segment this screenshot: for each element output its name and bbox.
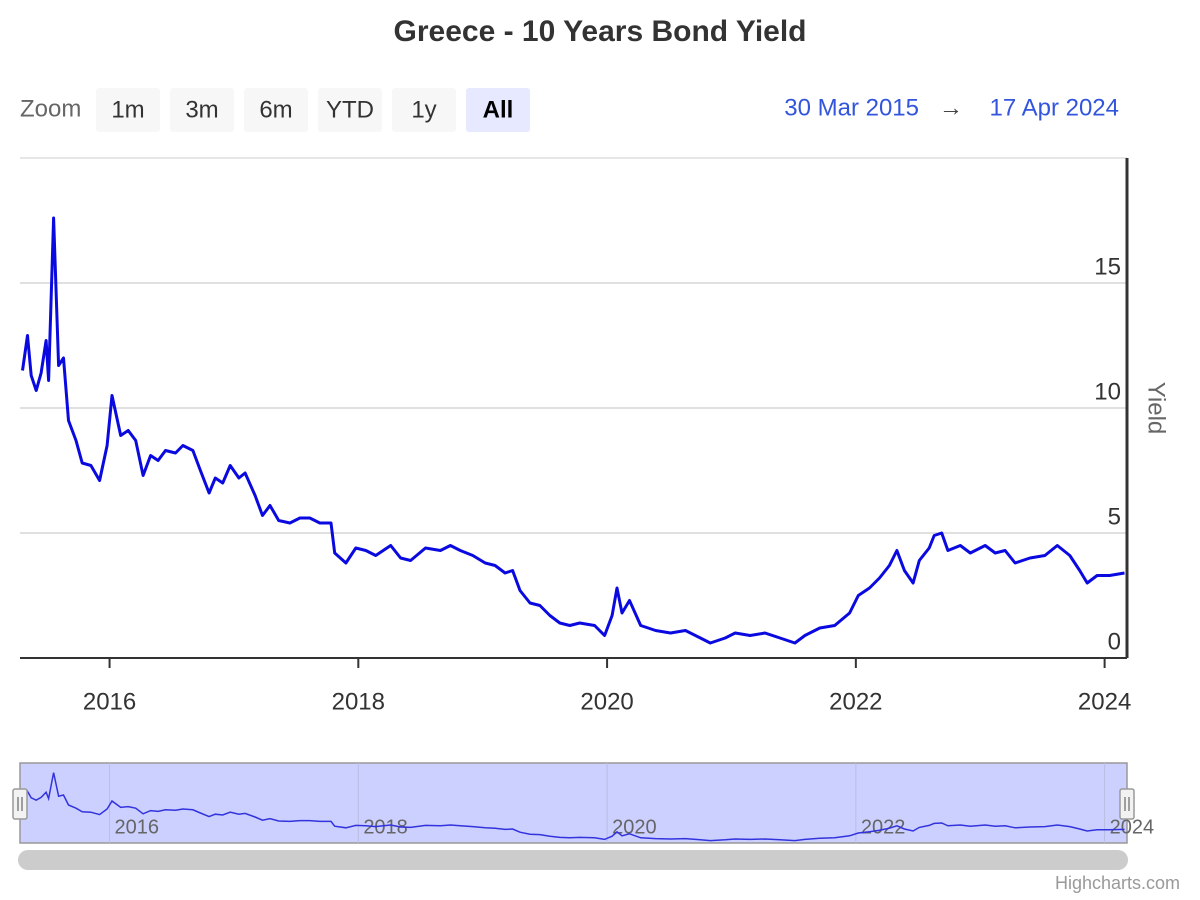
zoom-button-label[interactable]: 1y xyxy=(411,96,436,123)
navigator-handle[interactable] xyxy=(1119,788,1135,820)
zoom-button[interactable] xyxy=(170,88,234,132)
zoom-button-label[interactable]: YTD xyxy=(326,96,374,123)
navigator-mask xyxy=(19,762,1128,844)
x-tick-label: 2020 xyxy=(580,688,633,715)
navigator-tick-label: 2018 xyxy=(363,816,408,838)
zoom-button[interactable] xyxy=(466,88,530,132)
y-tick-label: 5 xyxy=(1108,503,1121,530)
zoom-button-label[interactable]: 1m xyxy=(111,96,144,123)
zoom-button-label[interactable]: 6m xyxy=(259,96,292,123)
zoom-button-label[interactable]: All xyxy=(483,96,514,123)
navigator-line xyxy=(21,772,1125,842)
range-from: 30 Mar 2015 xyxy=(784,94,919,121)
zoom-button[interactable] xyxy=(318,88,382,132)
x-tick-label: 2016 xyxy=(83,688,136,715)
y-axis-title: Yield xyxy=(1143,382,1170,434)
scrollbar[interactable] xyxy=(18,850,1128,870)
zoom-label: Zoom xyxy=(20,95,81,122)
zoom-button[interactable] xyxy=(96,88,160,132)
zoom-button-label[interactable]: 3m xyxy=(185,96,218,123)
navigator-tick-label: 2016 xyxy=(115,816,160,838)
navigator-tick-label: 2022 xyxy=(861,816,906,838)
y-tick-label: 15 xyxy=(1094,253,1121,280)
x-tick-label: 2024 xyxy=(1078,688,1131,715)
data-line xyxy=(21,216,1125,645)
y-tick-label: 0 xyxy=(1108,628,1121,655)
range-to: 17 Apr 2024 xyxy=(990,94,1119,121)
chart-title: Greece - 10 Years Bond Yield xyxy=(394,15,807,48)
zoom-button[interactable] xyxy=(392,88,456,132)
y-tick-label: 10 xyxy=(1094,378,1121,405)
navigator-handle[interactable] xyxy=(12,788,28,820)
navigator-tick-label: 2024 xyxy=(1110,816,1155,838)
x-tick-label: 2018 xyxy=(332,688,385,715)
zoom-button[interactable] xyxy=(244,88,308,132)
x-tick-label: 2022 xyxy=(829,688,882,715)
credits[interactable]: Highcharts.com xyxy=(1055,873,1180,893)
navigator-tick-label: 2020 xyxy=(612,816,657,838)
range-separator: → xyxy=(939,94,963,121)
